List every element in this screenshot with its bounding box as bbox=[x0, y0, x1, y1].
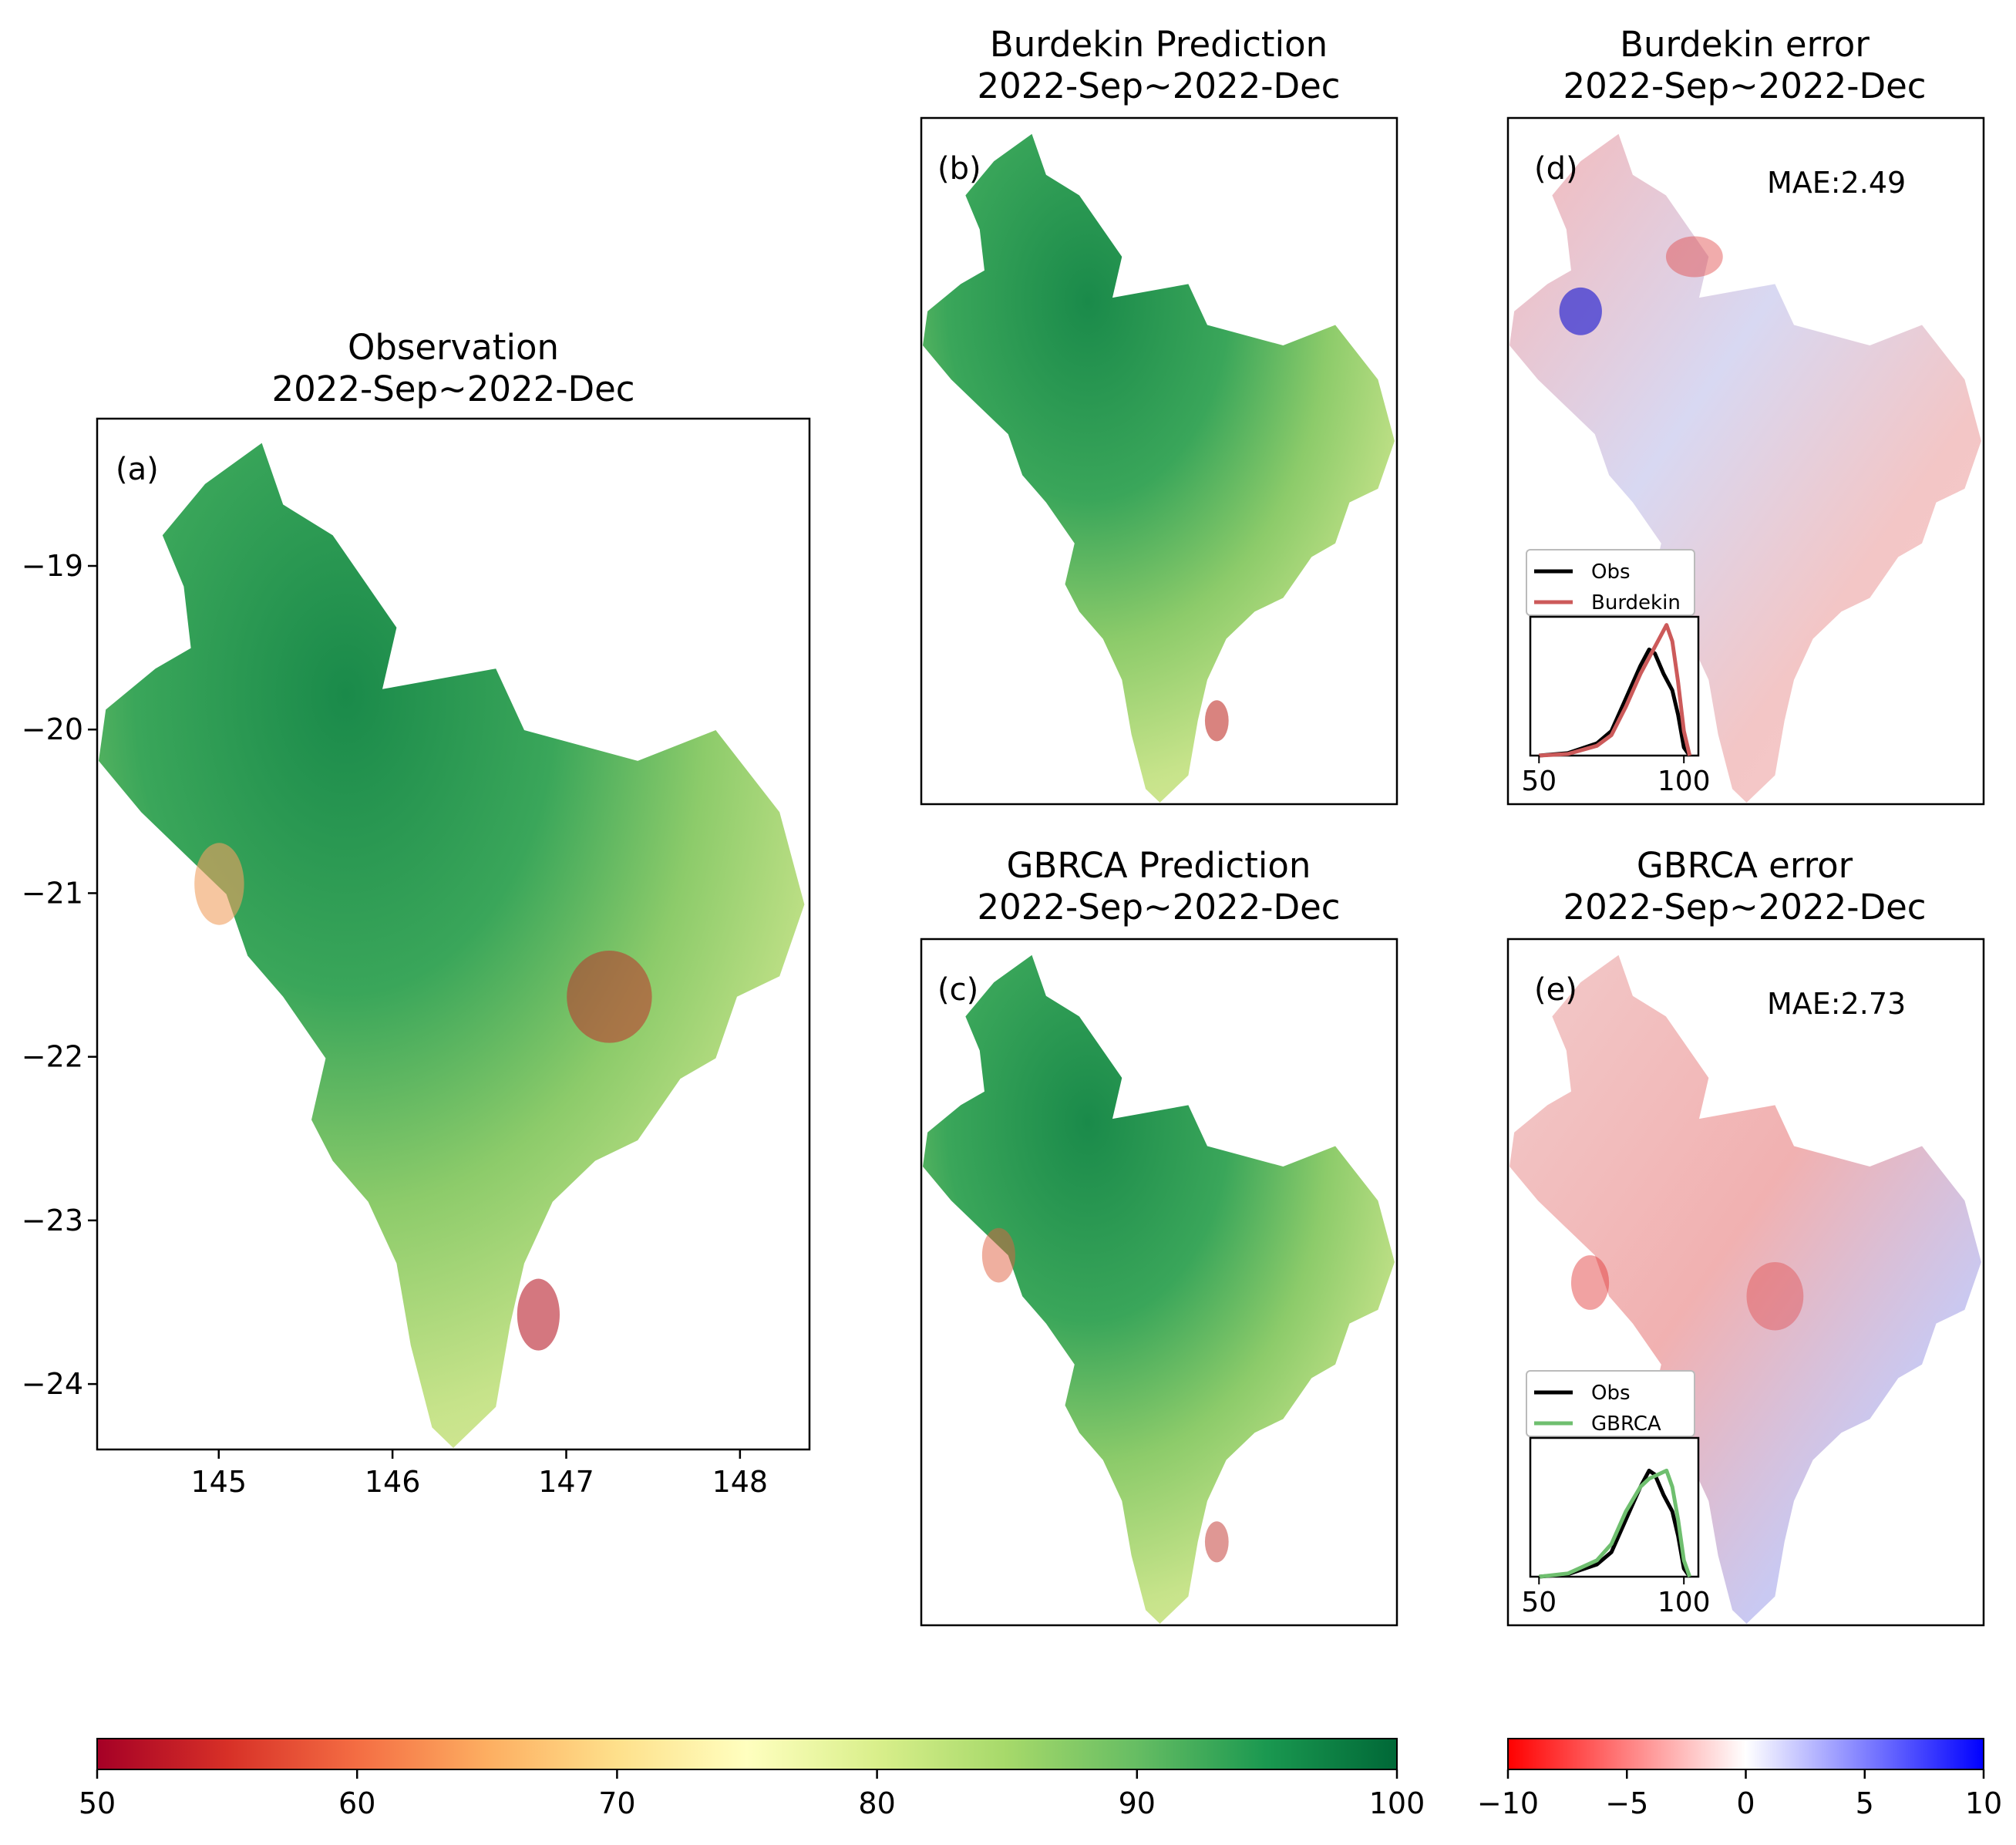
colorbar-tick-label: 100 bbox=[1369, 1786, 1425, 1820]
panel-e-title: GBRCA error bbox=[1637, 845, 1853, 886]
colorbar-error-bar bbox=[1507, 1738, 1984, 1770]
panel-d-mae: MAE:2.49 bbox=[1767, 166, 1906, 200]
panel-a-ytick-label: −20 bbox=[22, 712, 83, 746]
colorbar-tick-label: 90 bbox=[1119, 1786, 1156, 1820]
colorbar-tick-label: 70 bbox=[598, 1786, 635, 1820]
panel-e-label: (e) bbox=[1534, 972, 1577, 1008]
panel-c-title: GBRCA Prediction bbox=[1007, 845, 1311, 886]
colorbar-tick-label: 5 bbox=[1856, 1786, 1874, 1820]
panel-a-ytick-label: −23 bbox=[22, 1204, 83, 1237]
panel-c: GBRCA Prediction 2022-Sep~2022-Dec (c) bbox=[920, 845, 1398, 1627]
panel-a-xtick-label: 147 bbox=[538, 1465, 594, 1499]
panel-d-inset: Obs Burdekin 50 100 bbox=[1521, 549, 1711, 797]
panel-a-ytick-label: −24 bbox=[22, 1367, 83, 1401]
panel-a-frame bbox=[96, 417, 811, 1451]
panel-d-label: (d) bbox=[1534, 151, 1578, 187]
panel-e-mae: MAE:2.73 bbox=[1767, 987, 1906, 1021]
colorbar-tick-label: 60 bbox=[338, 1786, 375, 1820]
inset-xtick-label: 50 bbox=[1521, 1587, 1557, 1618]
panel-a-subtitle: 2022-Sep~2022-Dec bbox=[271, 369, 634, 409]
panel-a-yticks: −19 −20 −21 −22 −23 −24 bbox=[22, 549, 97, 1401]
inset-obs-line bbox=[1539, 647, 1691, 758]
panel-a-xtick-label: 146 bbox=[365, 1465, 421, 1499]
panel-b-frame bbox=[920, 116, 1398, 806]
colorbar-tick-label: −5 bbox=[1605, 1786, 1648, 1820]
inset-xtick-label: 100 bbox=[1658, 766, 1711, 797]
colorbar-cover-bar bbox=[96, 1738, 1398, 1770]
colorbar-tick-label: 80 bbox=[858, 1786, 895, 1820]
inset-legend-box bbox=[1526, 549, 1695, 616]
inset-legend-label: Obs bbox=[1591, 561, 1631, 584]
panel-d: Burdekin error 2022-Sep~2022-Dec (d) MAE… bbox=[1506, 24, 1985, 806]
inset-legend-box bbox=[1526, 1370, 1695, 1437]
inset-frame bbox=[1529, 1436, 1700, 1578]
panel-a-map bbox=[99, 443, 805, 1448]
inset-xtick-label: 100 bbox=[1658, 1587, 1711, 1618]
colorbar-cover-ticks: 50 60 70 80 90 100 bbox=[79, 1769, 1425, 1820]
colorbar-tick-label: 10 bbox=[1965, 1786, 2002, 1820]
panel-e-subtitle: 2022-Sep~2022-Dec bbox=[1563, 887, 1926, 928]
colorbar-tick-label: 50 bbox=[79, 1786, 116, 1820]
colorbar-tick-label: 0 bbox=[1736, 1786, 1755, 1820]
panel-a-xticks: 145 146 147 148 bbox=[190, 1449, 768, 1499]
panel-a-ytick-label: −21 bbox=[22, 876, 83, 910]
panel-c-frame bbox=[920, 938, 1398, 1627]
colorbar-error-ticks: −10 −5 0 5 10 bbox=[1477, 1769, 2002, 1820]
panel-c-subtitle: 2022-Sep~2022-Dec bbox=[977, 887, 1340, 928]
panel-a-ytick-label: −19 bbox=[22, 549, 83, 583]
panel-a-xtick-label: 145 bbox=[190, 1465, 247, 1499]
panel-b-subtitle: 2022-Sep~2022-Dec bbox=[977, 66, 1340, 106]
panel-b: Burdekin Prediction 2022-Sep~2022-Dec (b… bbox=[920, 24, 1398, 806]
inset-legend-label: GBRCA bbox=[1591, 1412, 1661, 1436]
inset-model-line bbox=[1539, 1468, 1692, 1579]
panel-e-inset: Obs GBRCA 50 100 bbox=[1521, 1370, 1711, 1618]
panel-a-xtick-label: 148 bbox=[712, 1465, 769, 1499]
colorbar-tick-label: −10 bbox=[1477, 1786, 1539, 1820]
panel-d-subtitle: 2022-Sep~2022-Dec bbox=[1563, 66, 1926, 106]
inset-legend-label: Burdekin bbox=[1591, 591, 1681, 614]
panel-a-ytick-label: −22 bbox=[22, 1040, 83, 1074]
panel-a-label: (a) bbox=[116, 452, 159, 487]
panel-e-frame bbox=[1506, 938, 1985, 1627]
panel-c-map bbox=[923, 954, 1395, 1624]
panel-d-map bbox=[1509, 133, 1981, 803]
inset-xtick-label: 50 bbox=[1521, 766, 1557, 797]
panel-b-title: Burdekin Prediction bbox=[990, 24, 1328, 65]
colorbar-error: −10 −5 0 5 10 bbox=[1477, 1738, 2002, 1820]
inset-model-line bbox=[1539, 623, 1692, 758]
inset-frame bbox=[1529, 615, 1700, 757]
panel-d-title: Burdekin error bbox=[1620, 24, 1870, 65]
panel-d-frame bbox=[1506, 116, 1985, 806]
panel-e-map bbox=[1509, 954, 1981, 1624]
panel-c-label: (c) bbox=[937, 972, 978, 1008]
panel-b-map bbox=[923, 133, 1395, 803]
panel-e: GBRCA error 2022-Sep~2022-Dec (e) MAE:2.… bbox=[1506, 845, 1985, 1627]
inset-obs-line bbox=[1539, 1468, 1691, 1579]
panel-a-title: Observation bbox=[348, 327, 559, 368]
panel-a: Observation 2022-Sep~2022-Dec (a) −19 −20… bbox=[22, 327, 811, 1499]
colorbar-cover: 50 60 70 80 90 100 bbox=[79, 1738, 1425, 1820]
inset-legend-label: Obs bbox=[1591, 1382, 1631, 1405]
panel-b-label: (b) bbox=[937, 151, 981, 187]
